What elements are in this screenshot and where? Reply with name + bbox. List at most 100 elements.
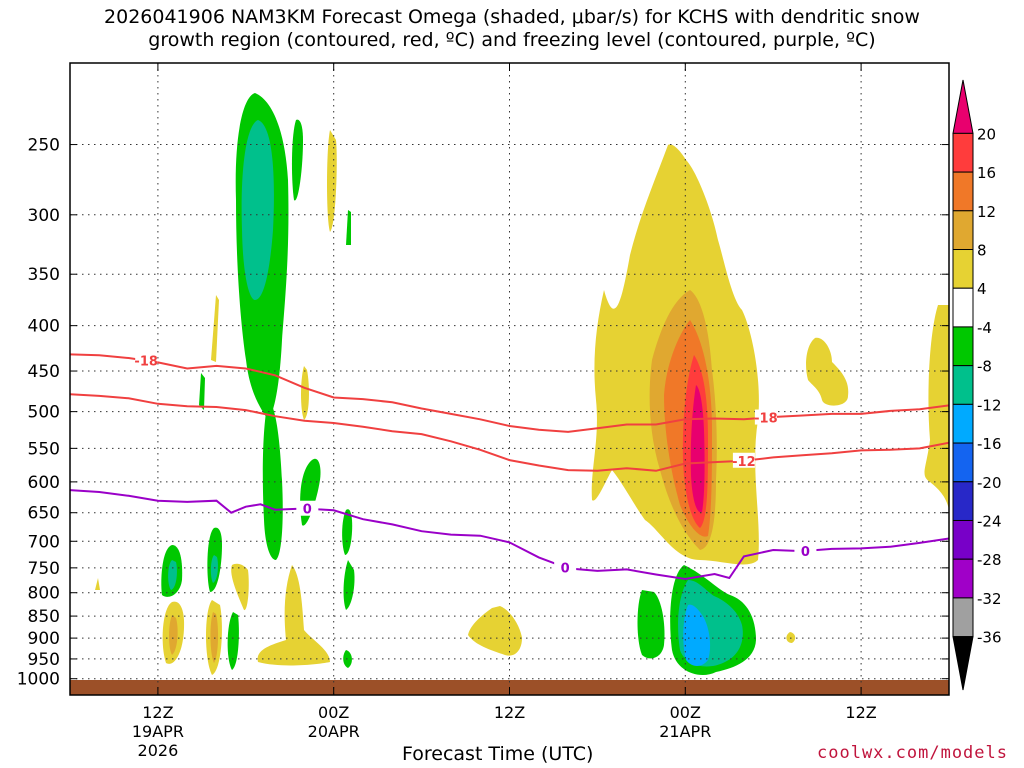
gridlines: [70, 63, 949, 695]
omega-region: [690, 385, 705, 513]
colorbar-swatch: [952, 403, 974, 444]
colorbar-bottom-arrow: [952, 636, 974, 691]
colorbar: 20 16 12 8 4 -4 -8 -12 -16 -20 -24 -28 -32 -36: [952, 79, 1002, 691]
x-tick-date: 20APR: [308, 722, 360, 741]
y-tick-label: 450: [28, 362, 60, 382]
omega-region: [257, 565, 330, 666]
omega-region: [211, 295, 219, 362]
colorbar-swatch: [952, 249, 974, 289]
colorbar-swatch: [952, 210, 974, 251]
y-tick-label: 350: [28, 265, 60, 285]
omega-region: [327, 130, 337, 232]
colorbar-label: -12: [977, 396, 1002, 414]
y-tick-label: 850: [28, 607, 60, 627]
omega-region: [231, 563, 249, 611]
colorbar-label: -8: [977, 358, 992, 376]
colorbar-label: -20: [977, 474, 1002, 492]
dgz-minus12-contour: [70, 393, 949, 472]
omega-region: [169, 615, 178, 655]
freezing-level-contour-label-bg: [296, 500, 319, 516]
colorbar-label: 12: [977, 203, 996, 221]
omega-region: [301, 366, 309, 420]
x-tick-label: 00Z: [318, 703, 349, 722]
colorbar-label: -32: [977, 590, 1002, 608]
contour-lines: -18 -18 -12 0 0 0: [70, 352, 949, 581]
omega-region: [924, 305, 949, 511]
y-tick-label: 1000: [17, 670, 60, 690]
freezing-level-contour-label-bg: [794, 542, 817, 558]
chart-title-line-2: growth region (contoured, red, ºC) and f…: [148, 29, 876, 51]
omega-region: [468, 606, 522, 656]
colorbar-swatch: [952, 442, 974, 483]
freezing-level-contour-label-bg: [554, 559, 577, 575]
omega-region: [786, 632, 796, 643]
dgz-minus18-contour: [70, 353, 949, 433]
x-tick-date: 21APR: [659, 722, 711, 741]
omega-region: [95, 578, 100, 590]
y-tick-label: 600: [28, 473, 60, 493]
colorbar-label: -28: [977, 551, 1002, 569]
x-tick-label: 12Z: [142, 703, 173, 722]
x-axis-title: Forecast Time (UTC): [402, 743, 594, 765]
colorbar-swatch: [952, 287, 974, 328]
omega-shading: [95, 93, 949, 676]
colorbar-top-arrow: [952, 79, 974, 134]
x-tick-label: 00Z: [670, 703, 701, 722]
colorbar-swatch: [952, 519, 974, 560]
omega-region: [210, 612, 219, 663]
freezing-level-contour: [70, 489, 949, 581]
colorbar-swatch: [952, 326, 974, 367]
y-tick-label: 500: [28, 403, 60, 423]
colorbar-label: 4: [977, 280, 987, 298]
y-tick-label: 950: [28, 650, 60, 670]
dgz-minus12-contour-label-bg: [732, 452, 755, 468]
y-tick-label: 650: [28, 504, 60, 524]
omega-region: [291, 119, 303, 201]
colorbar-swatch: [952, 171, 974, 212]
credit-text: coolwx.com/models: [817, 743, 1008, 763]
colorbar-label: -36: [977, 629, 1002, 647]
colorbar-swatch: [952, 481, 974, 521]
colorbar-label: -16: [977, 435, 1002, 453]
y-tick-label: 250: [28, 136, 60, 156]
dgz-minus18-contour-label-bg: [135, 352, 158, 368]
freezing-level-contour-label: 0: [561, 561, 570, 576]
dgz-minus12-contour-label: -12: [732, 455, 756, 470]
x-tick-label: 12Z: [845, 703, 876, 722]
colorbar-swatch: [952, 365, 974, 405]
omega-region: [343, 560, 355, 610]
omega-region: [262, 400, 283, 560]
x-tick-date: 19APR: [132, 722, 184, 741]
y-tick-label: 400: [28, 317, 60, 337]
colorbar-label: 8: [977, 242, 987, 260]
omega-region: [210, 555, 218, 583]
omega-region: [343, 650, 352, 668]
omega-region: [637, 590, 665, 659]
freezing-level-contour-label: 0: [303, 503, 312, 518]
dgz-minus18-contour-label: -18: [754, 412, 778, 427]
x-tick-year: 2026: [138, 741, 179, 760]
y-tick-label: 800: [28, 584, 60, 604]
omega-region: [168, 560, 177, 590]
y-tick-label: 900: [28, 629, 60, 649]
omega-region: [241, 120, 274, 300]
colorbar-swatch: [952, 558, 974, 599]
y-tick-label: 550: [28, 439, 60, 459]
dgz-minus18-contour-label-bg: [754, 409, 777, 425]
y-axis: 2503003504004505005506006507007508008509…: [17, 136, 949, 690]
y-tick-label: 300: [28, 206, 60, 226]
omega-region: [199, 373, 205, 410]
colorbar-swatch: [952, 597, 974, 638]
omega-region: [342, 509, 353, 555]
omega-region: [806, 337, 849, 406]
omega-region: [346, 210, 351, 245]
colorbar-label: 16: [977, 164, 996, 182]
y-tick-label: 700: [28, 532, 60, 552]
colorbar-label: -4: [977, 319, 992, 337]
freezing-level-contour-label: 0: [801, 545, 810, 560]
colorbar-swatch: [952, 132, 974, 173]
colorbar-label: -24: [977, 512, 1002, 530]
x-tick-label: 12Z: [494, 703, 525, 722]
